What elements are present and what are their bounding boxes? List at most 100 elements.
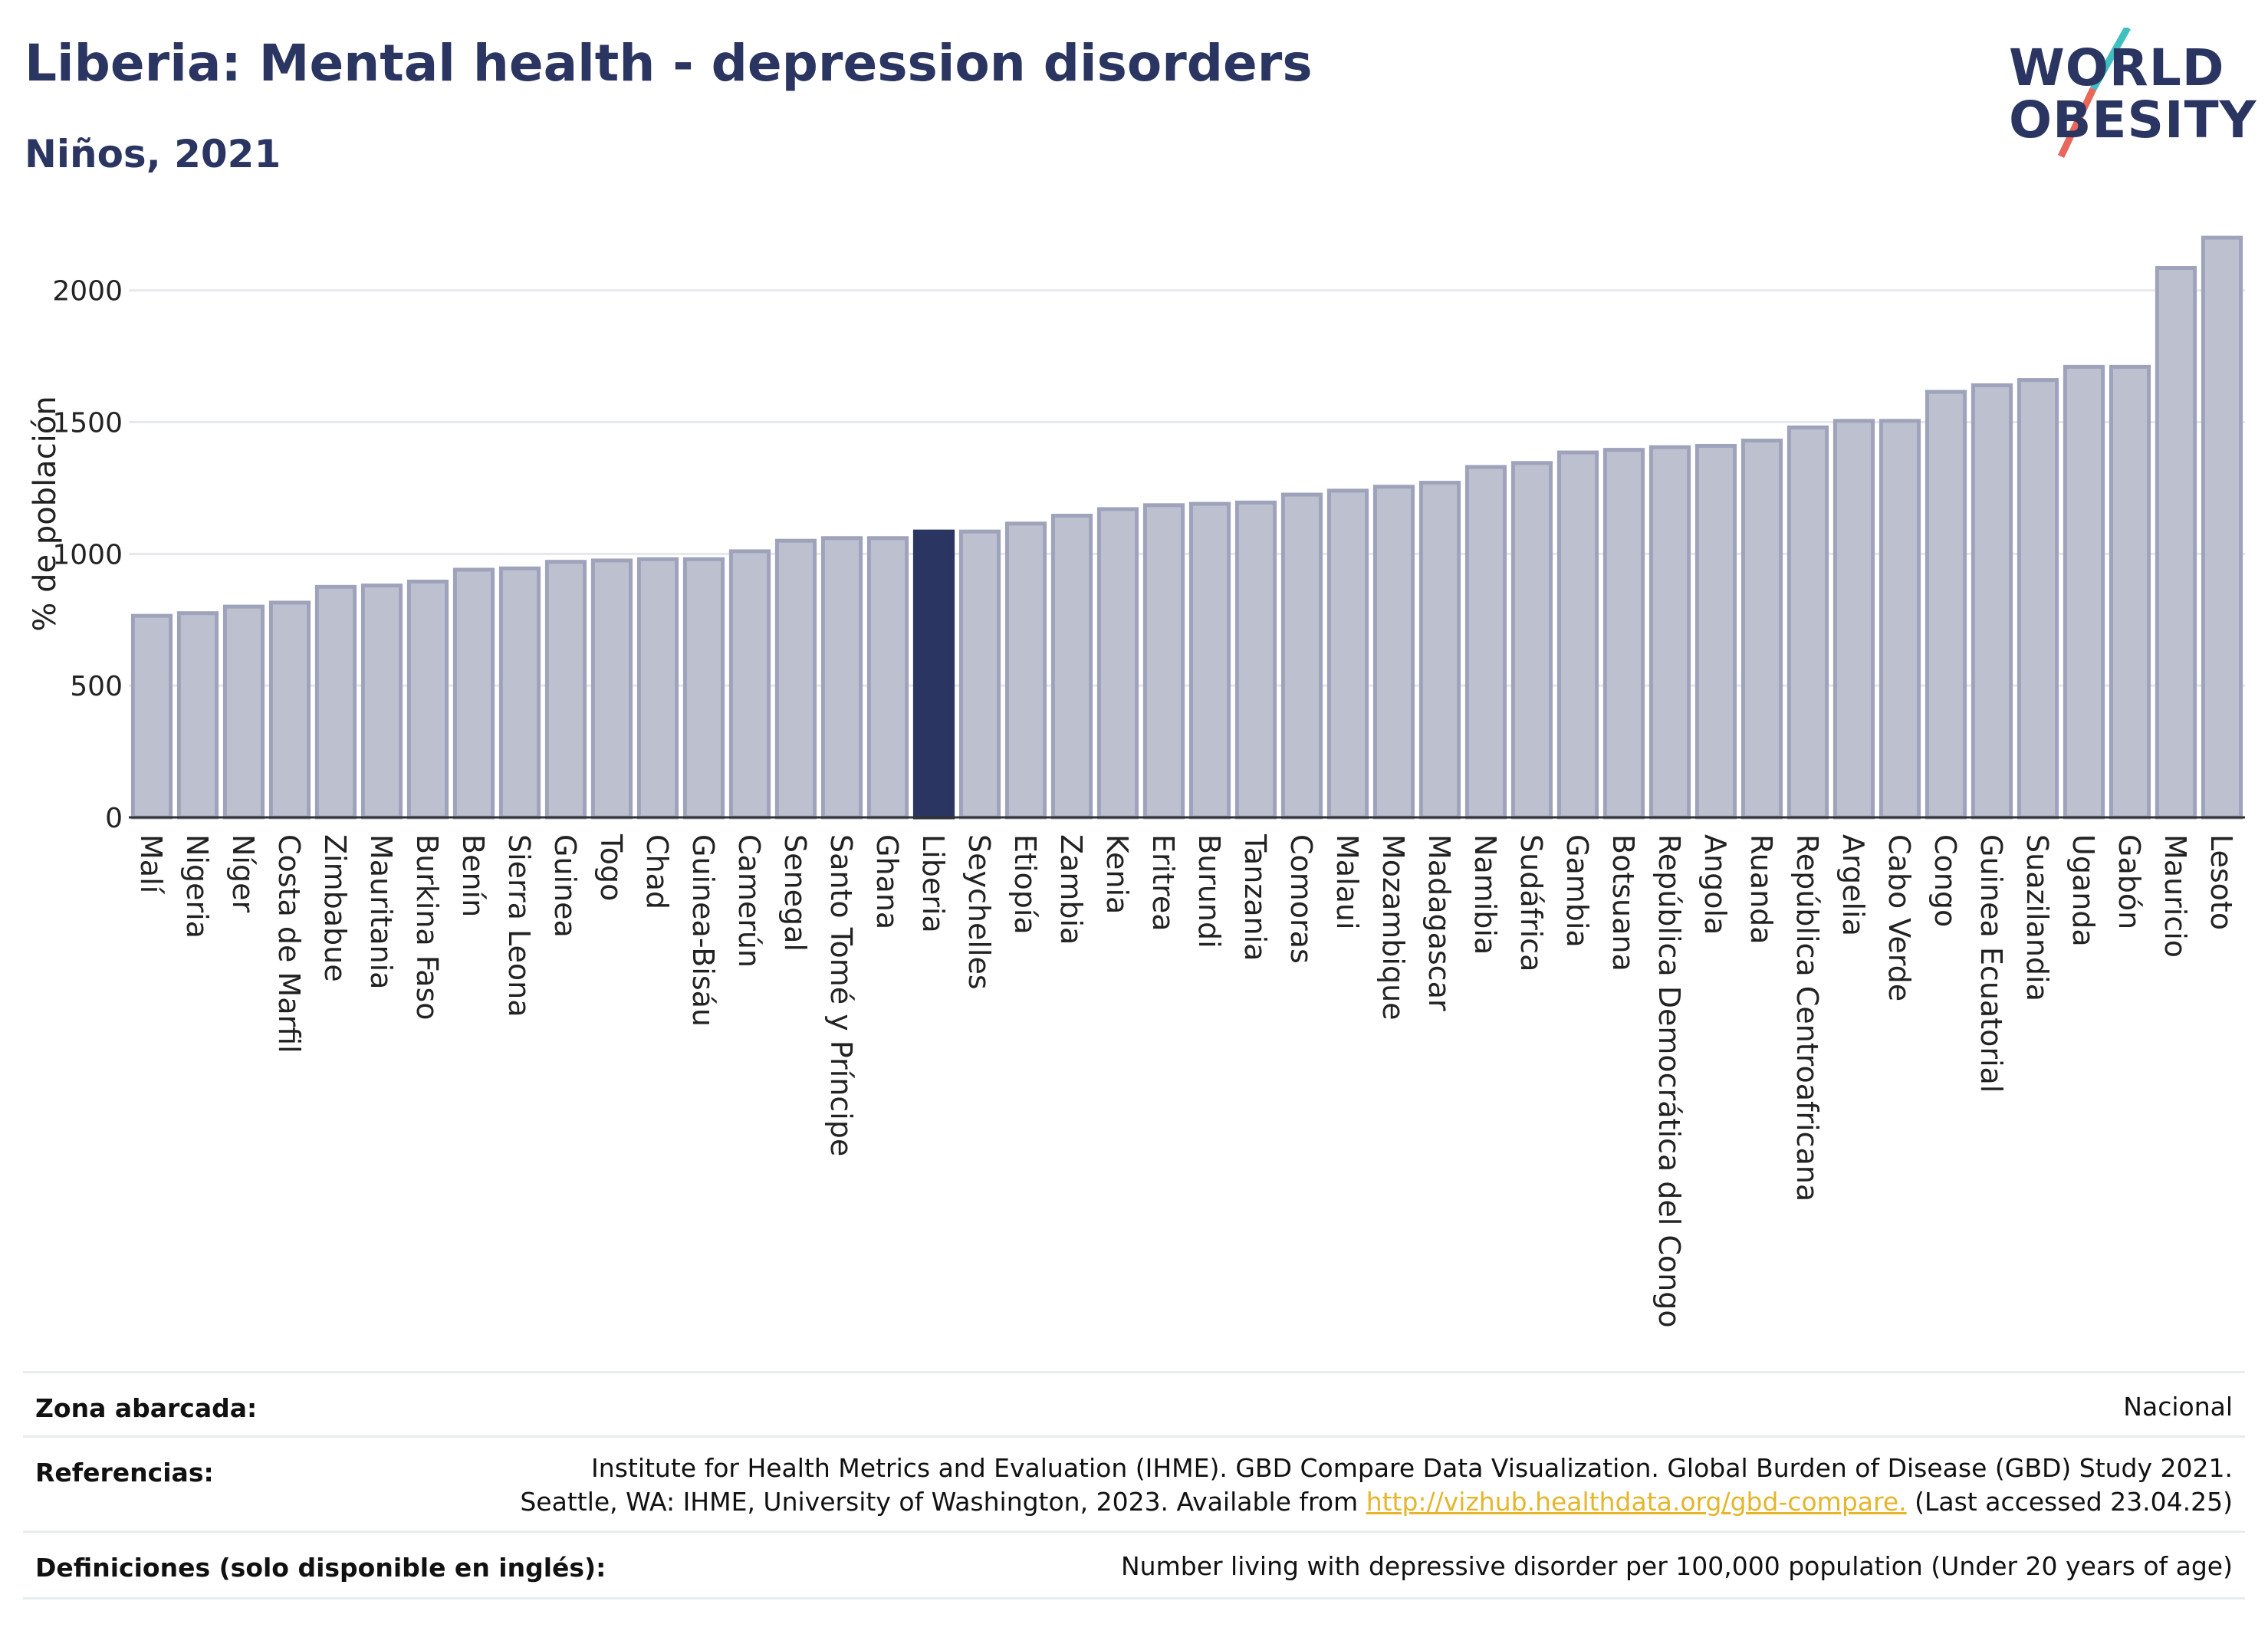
x-tick-label: Lesoto	[2204, 834, 2238, 930]
x-tick-label: Kenia	[1100, 834, 1134, 914]
x-tick-label: Ghana	[870, 834, 904, 929]
meta-row-referencias: Referencias: Institute for Health Metric…	[23, 1435, 2245, 1533]
x-tick-label: Gabón	[2112, 834, 2146, 929]
x-tick-label: Angola	[1698, 834, 1732, 935]
x-tick-label: Burundi	[1192, 834, 1226, 949]
x-tick-label: Zambia	[1054, 834, 1088, 945]
x-tick-label: Tanzania	[1238, 833, 1272, 961]
x-tick-label: Sudáfrica	[1514, 834, 1548, 972]
y-axis-label: % de población	[28, 396, 63, 631]
bar	[1096, 507, 1139, 820]
y-tick-label: 1500	[52, 408, 123, 439]
ref-line-1: Institute for Health Metrics and Evaluat…	[591, 1453, 2233, 1483]
bar	[682, 557, 725, 820]
chart-subtitle: Niños, 2021	[25, 132, 281, 176]
y-tick-label: 500	[70, 671, 123, 702]
bar	[1464, 465, 1507, 820]
bar	[866, 536, 909, 820]
source-link[interactable]: http://vizhub.healthdata.org/gbd-compare…	[1366, 1487, 1907, 1517]
x-tick-label: Togo	[594, 833, 628, 901]
bar	[728, 549, 771, 820]
bar	[1280, 492, 1323, 820]
bar	[1786, 425, 1829, 820]
x-tick-label: Mauritania	[364, 834, 398, 989]
x-tick-label: Benín	[456, 834, 490, 917]
bar	[1142, 503, 1185, 820]
x-tick-label: Ruanda	[1744, 834, 1778, 945]
bar	[2109, 364, 2151, 820]
y-tick-label: 2000	[52, 276, 123, 307]
x-tick-label: Malaui	[1330, 834, 1364, 930]
x-tick-label: Nigeria	[180, 834, 214, 939]
x-tick-label: República Centroafricana	[1790, 834, 1824, 1202]
bar	[1510, 461, 1553, 820]
x-tick-label: Mozambique	[1376, 834, 1410, 1021]
bar	[1925, 390, 1967, 820]
x-tick-label: Namibia	[1468, 834, 1502, 955]
bar	[912, 529, 955, 820]
bar	[360, 584, 403, 820]
bar	[1694, 443, 1737, 820]
x-tick-label: Botsuana	[1606, 834, 1640, 972]
bar	[590, 558, 633, 820]
y-tick-label: 0	[105, 803, 123, 834]
bar	[130, 613, 173, 820]
bar	[268, 600, 311, 820]
bar	[820, 536, 863, 820]
x-tick-label: Zimbabue	[318, 834, 352, 982]
x-tick-label: Chad	[640, 834, 674, 909]
bar	[1832, 419, 1875, 820]
bar	[958, 529, 1001, 820]
definiciones-label: Definiciones (solo disponible en inglés)…	[35, 1553, 606, 1583]
bar	[452, 567, 495, 820]
x-tick-label: Malí	[134, 834, 168, 895]
x-tick-label: Seychelles	[962, 834, 996, 990]
x-tick-label: Comoras	[1284, 834, 1318, 964]
bar	[1878, 419, 1921, 820]
bar	[1004, 521, 1047, 820]
bar	[1418, 481, 1461, 820]
bar	[176, 611, 219, 820]
x-tick-label: República Democrática del Congo	[1652, 834, 1686, 1328]
bar	[1188, 501, 1231, 820]
x-tick-label: Cabo Verde	[1882, 834, 1916, 1001]
x-tick-label: Liberia	[916, 834, 950, 933]
bar	[1602, 448, 1645, 820]
x-tick-label: Guinea Ecuatorial	[1974, 834, 2008, 1093]
referencias-value: Institute for Health Metrics and Evaluat…	[520, 1452, 2233, 1519]
bar	[314, 584, 357, 820]
definiciones-value: Number living with depressive disorder p…	[1121, 1551, 2233, 1581]
ref-line-2-pre: Seattle, WA: IHME, University of Washing…	[520, 1487, 1366, 1517]
ref-line-2-post: (Last accessed 23.04.25)	[1906, 1487, 2233, 1517]
ref-line-2: Seattle, WA: IHME, University of Washing…	[520, 1485, 2233, 1519]
bar	[1234, 500, 1277, 820]
x-tick-label: Sierra Leona	[502, 834, 536, 1018]
logo-word-world: WORLD	[2009, 38, 2225, 97]
bar	[1740, 439, 1783, 820]
bar	[544, 560, 587, 820]
chart-title: Liberia: Mental health - depression diso…	[25, 34, 1313, 93]
bar	[406, 579, 449, 820]
logo-word-obesity: OBESITY	[2009, 90, 2257, 150]
zona-label: Zona abarcada:	[35, 1393, 258, 1423]
x-tick-label: Guinea-Bisáu	[686, 834, 720, 1027]
x-tick-label: Congo	[1928, 834, 1962, 927]
meta-row-definiciones: Definiciones (solo disponible en inglés)…	[23, 1530, 2245, 1599]
bar	[222, 604, 265, 820]
bar	[1556, 450, 1599, 820]
bar	[636, 557, 679, 820]
x-tick-label: Argelia	[1836, 834, 1870, 936]
bar	[2017, 378, 2059, 820]
bar-chart: 0 500 1000 1500 2000 % de población Malí Nigeri…	[28, 235, 2245, 1328]
x-tick-label: Mauricio	[2158, 834, 2192, 958]
x-tick-label: Santo Tomé y Príncipe	[824, 834, 858, 1156]
bar	[1971, 383, 2013, 820]
bar	[1326, 488, 1369, 820]
x-tick-label: Suazilandia	[2020, 834, 2054, 1001]
bar	[1648, 445, 1691, 820]
meta-row-zona: Zona abarcada: Nacional	[23, 1371, 2245, 1438]
bar	[2201, 235, 2243, 820]
zona-value: Nacional	[2123, 1392, 2233, 1422]
x-tick-label: Etiopía	[1008, 834, 1042, 935]
x-tick-label: Eritrea	[1146, 834, 1180, 932]
